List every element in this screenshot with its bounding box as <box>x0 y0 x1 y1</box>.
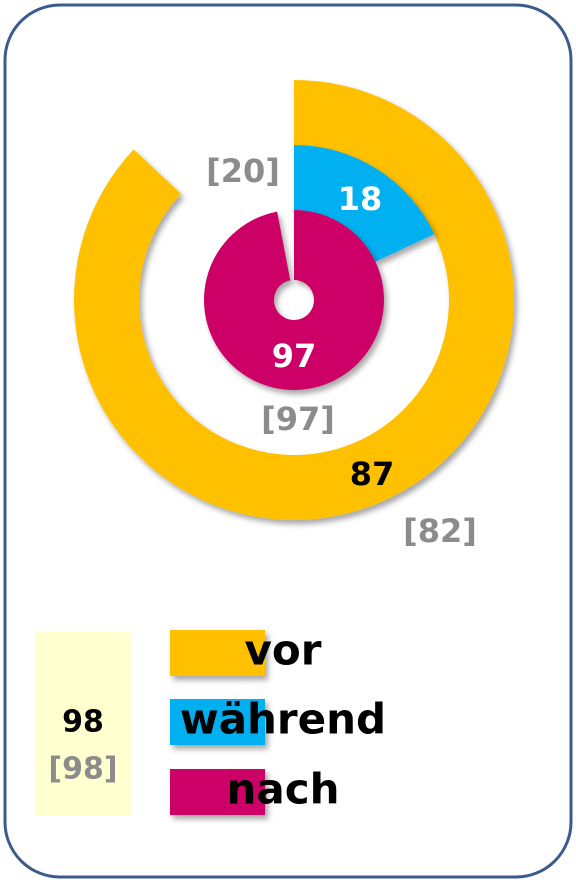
ring-bar <box>73 80 514 520</box>
previous-label: [82] <box>403 512 477 550</box>
legend-label: vor <box>245 626 322 675</box>
summary-value: 98 <box>62 705 104 740</box>
summary-previous: [98] <box>48 752 117 787</box>
ring-bar <box>203 210 384 391</box>
legend-swatch <box>170 769 265 815</box>
legend-label: während <box>180 695 386 744</box>
value-label: 18 <box>338 180 383 218</box>
previous-label: [97] <box>261 400 335 438</box>
value-label: 87 <box>350 455 395 493</box>
legend-label: nach <box>226 765 339 814</box>
previous-label: [20] <box>206 152 280 190</box>
legend-swatch <box>170 699 265 745</box>
value-label: 97 <box>272 337 317 375</box>
summary-box <box>35 632 131 816</box>
legend-swatch <box>170 630 265 676</box>
ring-bar <box>294 145 435 262</box>
